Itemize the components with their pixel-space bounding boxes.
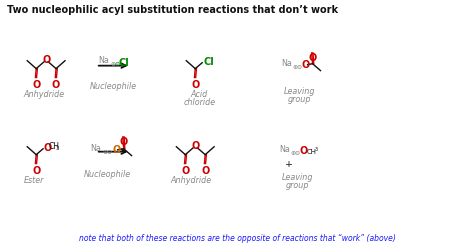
Text: Na: Na <box>98 56 109 65</box>
Text: Nucleophile: Nucleophile <box>90 82 137 91</box>
Text: O: O <box>42 55 50 65</box>
Text: Leaving: Leaving <box>284 87 315 96</box>
Text: chloride: chloride <box>183 98 215 107</box>
Text: Na: Na <box>281 59 292 68</box>
Text: Anhydride: Anhydride <box>171 176 212 185</box>
Text: Anhydride: Anhydride <box>24 90 64 99</box>
Text: 3: 3 <box>315 147 318 152</box>
Text: O: O <box>113 145 121 155</box>
Text: O: O <box>301 60 310 70</box>
Text: ⊕: ⊕ <box>103 150 108 155</box>
Text: O: O <box>52 80 60 89</box>
Text: ⊖: ⊖ <box>115 62 120 67</box>
Text: ⊕: ⊕ <box>292 65 298 70</box>
Text: Na: Na <box>90 144 101 153</box>
Text: O: O <box>181 165 190 176</box>
Text: +: + <box>285 160 293 169</box>
Text: Acid: Acid <box>191 90 208 99</box>
Text: note that both of these reactions are the opposite of reactions that “work” (abo: note that both of these reactions are th… <box>79 234 395 243</box>
Text: O: O <box>191 141 200 151</box>
Text: group: group <box>288 95 311 104</box>
Text: O: O <box>201 165 210 176</box>
Text: group: group <box>286 181 310 190</box>
Text: 3: 3 <box>56 146 60 151</box>
Text: Cl: Cl <box>203 57 214 67</box>
Text: CH: CH <box>307 149 317 155</box>
Text: O: O <box>300 146 308 156</box>
Text: O: O <box>191 80 200 89</box>
Text: Leaving: Leaving <box>282 173 313 183</box>
Text: Two nucleophilic acyl substitution reactions that don’t work: Two nucleophilic acyl substitution react… <box>8 5 338 15</box>
Text: O: O <box>32 165 40 176</box>
Text: ⊖: ⊖ <box>295 151 300 156</box>
Text: O: O <box>32 80 40 89</box>
Text: Nucleophile: Nucleophile <box>84 170 131 180</box>
Text: Cl: Cl <box>118 58 129 68</box>
Text: O: O <box>309 53 317 63</box>
Text: ⊕: ⊕ <box>291 151 296 156</box>
Text: ⊖: ⊖ <box>107 150 112 155</box>
Text: ⊕: ⊕ <box>111 62 116 67</box>
Text: O: O <box>119 137 128 147</box>
Text: CH: CH <box>49 142 60 151</box>
Text: Na: Na <box>279 145 290 154</box>
Text: Ester: Ester <box>24 176 45 185</box>
Text: ⊖: ⊖ <box>297 65 302 70</box>
Text: O: O <box>43 143 51 153</box>
